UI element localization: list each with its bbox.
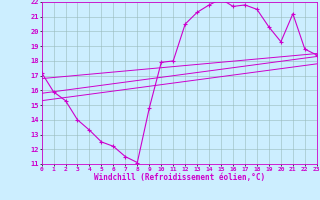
X-axis label: Windchill (Refroidissement éolien,°C): Windchill (Refroidissement éolien,°C) (94, 173, 265, 182)
